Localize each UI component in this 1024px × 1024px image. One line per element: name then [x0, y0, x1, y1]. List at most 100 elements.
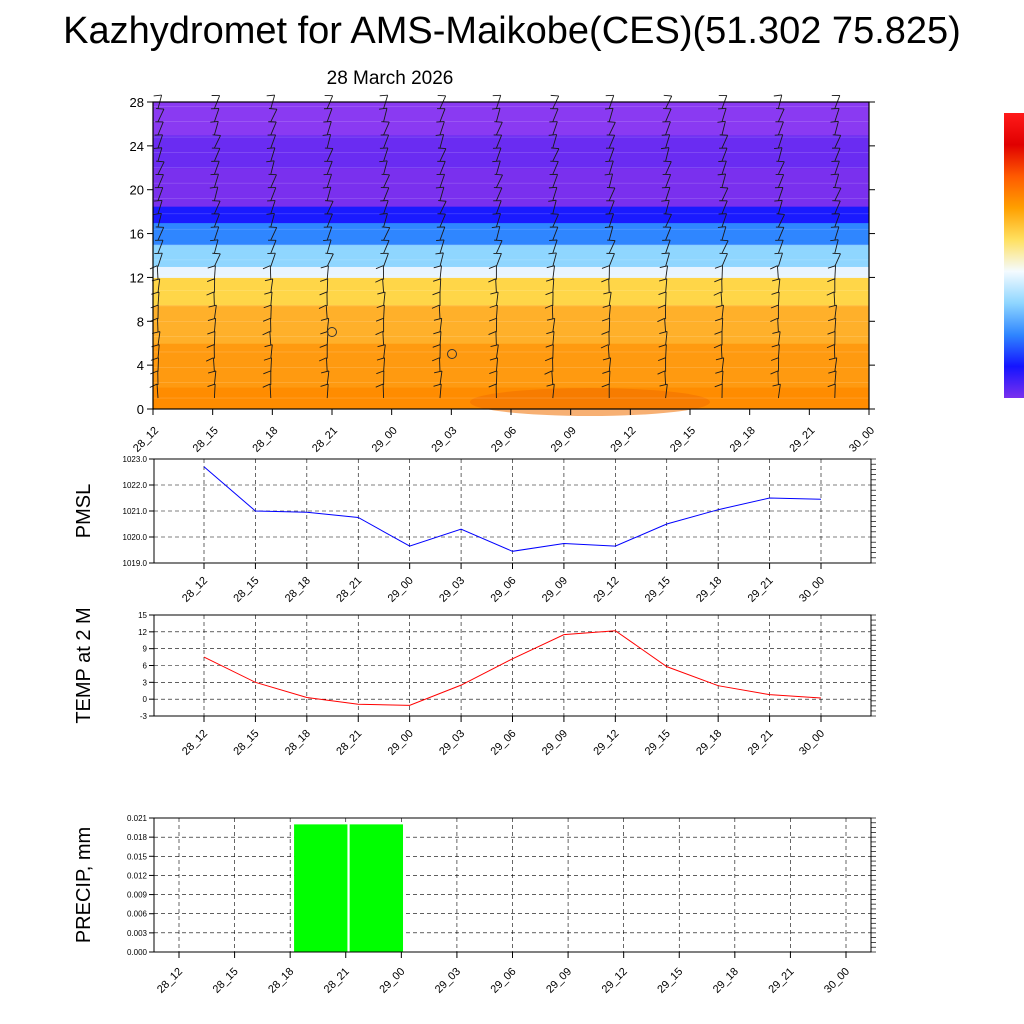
plot-frame — [153, 614, 872, 717]
precip-y-axis-label: PRECIP, mm — [73, 827, 95, 943]
pmsl-x-tick-label: 28_12 — [180, 575, 210, 605]
wind-barb — [552, 265, 555, 280]
field-band — [153, 266, 869, 278]
wind-barb — [439, 265, 442, 280]
wind-barb — [665, 174, 672, 188]
wind-barb-feather — [714, 278, 722, 283]
wind-barb-feather — [264, 278, 273, 282]
y-tick-label: 9 — [143, 645, 148, 654]
wind-barb-feather — [436, 239, 445, 241]
wind-barb — [270, 213, 275, 228]
wind-barb-feather — [431, 304, 440, 309]
wind-barb — [777, 278, 781, 293]
wind-barb — [552, 161, 559, 175]
wind-barb — [834, 305, 837, 320]
pmsl-series-line — [203, 466, 822, 552]
wind-barb — [269, 331, 272, 346]
wind-barb-feather — [319, 291, 328, 296]
wind-barb — [157, 187, 164, 201]
precip-bar — [294, 824, 348, 952]
heatmap-x-tick-label: 29_03 — [429, 425, 459, 455]
heatmap-x-tick-label: 30_00 — [847, 425, 877, 455]
wind-barb — [721, 147, 728, 162]
wind-barb-feather — [155, 108, 164, 110]
wind-barb — [552, 226, 559, 241]
wind-barb — [270, 160, 275, 175]
wind-barb-feather — [770, 370, 779, 375]
wind-barb — [552, 121, 558, 136]
wind-barb-feather — [206, 278, 215, 282]
wind-barb — [552, 108, 559, 122]
precip-x-tick-label: 29_18 — [711, 966, 741, 996]
wind-barb-feather — [266, 160, 275, 163]
wind-barb-feather — [263, 357, 272, 361]
wind-barb-feather — [548, 199, 557, 202]
wind-barb-feather — [212, 252, 221, 255]
wind-barb-feather — [661, 252, 670, 255]
wind-barb — [721, 240, 729, 254]
wind-barb — [721, 173, 727, 188]
wind-barb — [777, 161, 785, 175]
heatmap-x-tick-label: 29_00 — [370, 425, 400, 455]
field-band — [153, 134, 869, 169]
wind-barb — [383, 305, 385, 320]
wind-barb-feather — [601, 278, 609, 283]
wind-barb — [383, 357, 386, 372]
wind-barb — [213, 148, 221, 162]
wind-barb-feather — [156, 160, 165, 163]
wind-barb-feather — [325, 252, 334, 255]
wind-barb — [665, 134, 671, 149]
wind-barb-feather — [770, 357, 779, 361]
wind-barb-feather — [607, 121, 616, 123]
wind-barb — [495, 122, 503, 136]
wind-barb — [777, 187, 784, 201]
wind-barb-feather — [153, 94, 162, 97]
pmsl-x-tick-label: 29_00 — [386, 575, 416, 605]
heatmap-x-tick-label: 29_15 — [668, 425, 698, 455]
wind-barb — [270, 121, 277, 136]
pmsl-x-tick-label: 29_03 — [437, 575, 467, 605]
wind-barb — [721, 121, 726, 136]
pmsl-x-tick-label: 28_21 — [334, 575, 364, 605]
wind-barb — [326, 161, 333, 175]
wind-barb-feather — [546, 317, 555, 321]
wind-barb-feather — [826, 344, 835, 349]
heatmap-x-tick-label: 29_18 — [728, 425, 758, 455]
temp-x-tick-label: 29_12 — [591, 728, 621, 758]
temp-x-tick-label: 28_15 — [231, 728, 261, 758]
wind-barb — [834, 148, 841, 162]
y-tick-label: 0 — [137, 402, 144, 417]
wind-barb-feather — [658, 344, 667, 348]
wind-barb-feather — [150, 370, 158, 375]
wind-barb-feather — [830, 239, 839, 242]
wind-barb — [270, 174, 277, 188]
temp-series-line — [203, 630, 822, 706]
precipitation-panel: 0.000 0.003 0.006 0.009 0.012 0.015 0.018 0.021… — [73, 814, 876, 996]
wind-barb — [439, 161, 446, 175]
field-band — [153, 167, 869, 207]
wind-barb-feather — [492, 160, 501, 163]
wind-barb-feather — [827, 278, 835, 283]
wind-barb — [213, 200, 221, 215]
wind-barb — [721, 370, 724, 385]
wind-barb-feather — [207, 383, 216, 387]
wind-barb — [495, 291, 499, 306]
wind-barb — [721, 253, 728, 267]
wind-barb-feather — [604, 173, 613, 176]
plot-frame — [153, 817, 872, 953]
wind-barb — [720, 344, 723, 359]
wind-barb — [777, 384, 781, 399]
wind-barb-feather — [494, 173, 503, 176]
temp-x-tick-label: 29_15 — [643, 728, 673, 758]
wind-barb — [834, 213, 841, 228]
wind-barb — [212, 357, 215, 372]
wind-barb — [213, 226, 220, 241]
wind-barb — [721, 187, 729, 201]
wind-barb — [777, 291, 780, 306]
precip-x-tick-label: 29_09 — [544, 966, 574, 996]
y-tick-label: 0.006 — [127, 910, 148, 919]
wind-barb — [552, 187, 558, 201]
wind-barb — [608, 173, 614, 188]
wind-barb — [383, 134, 390, 149]
